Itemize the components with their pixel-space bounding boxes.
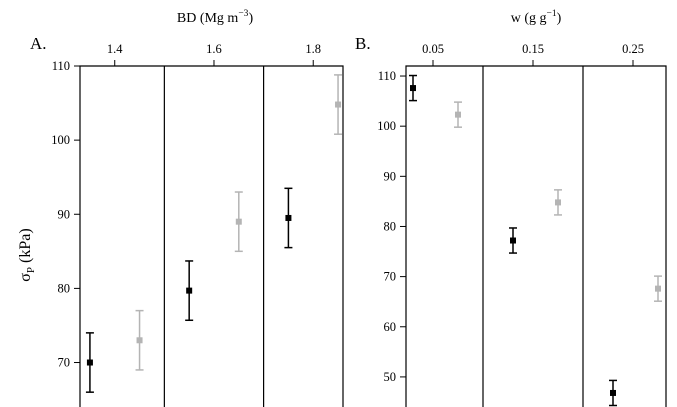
panel-b-x-axis-title: w (g g−1) (511, 9, 562, 26)
panel-b-x-tick-label-1: 0.15 (522, 42, 544, 56)
panel-b-y-tick-label-90: 90 (384, 169, 397, 183)
panel-b-y-tick-label-110: 110 (378, 69, 396, 83)
panel-b-series-1-point-1-marker (555, 199, 561, 206)
panel-a-series-0-point-1-marker (186, 287, 193, 294)
panel-a-x-tick-label-0: 1.4 (107, 42, 123, 56)
panel-b-y-tick-label-100: 100 (377, 119, 396, 133)
panel-b-series-1-point-0-marker (455, 111, 461, 118)
panel-a-series-0-point-2-marker (285, 214, 292, 221)
panel-b-y-tick-label-70: 70 (384, 270, 397, 284)
panel-a-x-tick-label-2: 1.8 (305, 42, 321, 56)
panel-a-y-tick-label-100: 100 (51, 133, 70, 147)
panel-a-label: A. (30, 34, 47, 53)
panel-a-y-tick-label-70: 70 (58, 356, 71, 370)
panel-b-frame (405, 65, 667, 407)
panel-a-plot: 70 80 90 100 110 1.4 1.6 1.8 (51, 42, 344, 407)
panel-b-x-tick-label-0: 0.05 (422, 42, 444, 56)
panel-b-x-tick-label-2: 0.25 (622, 42, 644, 56)
panel-a: A. BD (Mg m−3) σP (kPa) 70 80 90 100 110 1.4 1… (17, 9, 344, 407)
panel-a-series-1-point-2-marker (335, 101, 342, 108)
panel-b-label: B. (355, 34, 371, 53)
panel-b-series-0-point-0-marker (410, 85, 416, 92)
panel-a-y-tick-label-90: 90 (58, 207, 71, 221)
panel-b-y-tick-label-50: 50 (384, 370, 397, 384)
y-axis-title: σP (kPa) (17, 228, 37, 281)
panel-b-series-0-point-2-marker (610, 389, 616, 396)
panel-a-frame (79, 65, 344, 407)
panel-b-series-0-point-1-marker (510, 237, 516, 244)
panel-a-series-1-point-1-marker (235, 218, 242, 225)
panel-b-y-tick-label-80: 80 (384, 219, 397, 233)
panel-a-y-tick-label-80: 80 (58, 281, 71, 295)
panel-a-series-1-point-0-marker (136, 337, 143, 344)
panel-a-y-tick-label-110: 110 (52, 59, 70, 73)
panel-a-x-tick-label-1: 1.6 (206, 42, 222, 56)
panel-b-plot: 50 60 70 80 90 100 110 0.05 0.15 0.25 (377, 42, 667, 407)
panel-b-y-tick-label-60: 60 (384, 320, 397, 334)
panel-a-series-0-point-0-marker (86, 359, 93, 366)
panel-b: B. w (g g−1) 50 60 70 80 90 100 110 0.05 0.15 0.2… (355, 9, 667, 407)
panel-b-series-1-point-2-marker (655, 285, 661, 292)
panel-a-x-axis-title: BD (Mg m−3) (177, 9, 254, 26)
